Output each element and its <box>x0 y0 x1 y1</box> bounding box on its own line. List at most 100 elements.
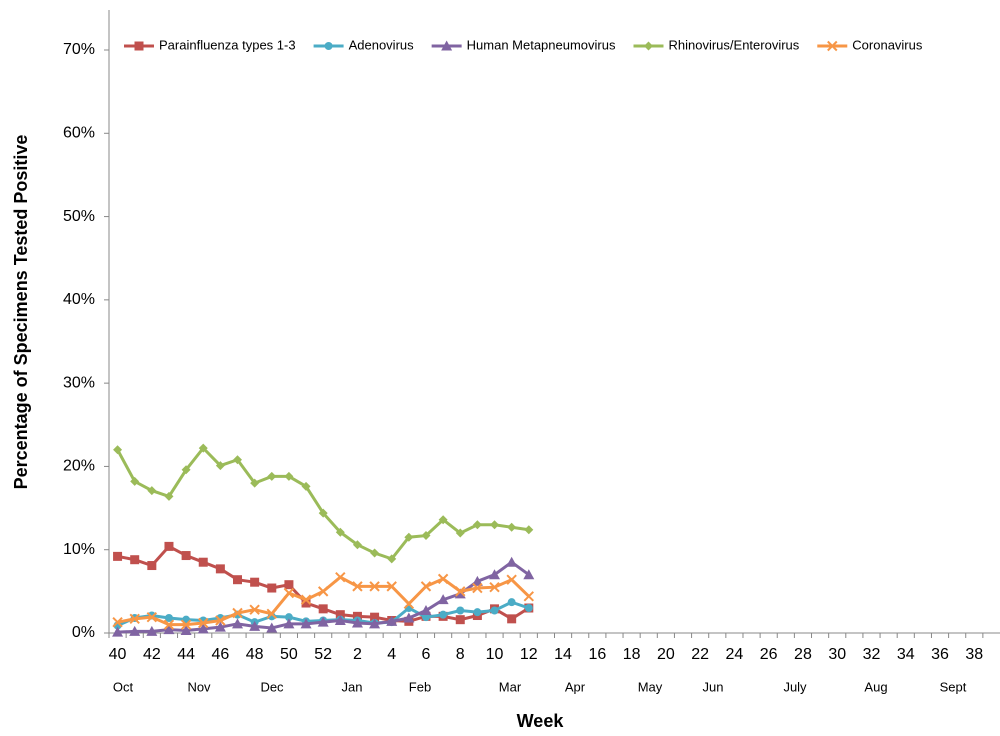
marker <box>369 581 380 592</box>
x-tick-label: 40 <box>109 646 127 663</box>
marker <box>507 614 517 624</box>
x-tick-label: 32 <box>863 646 881 663</box>
month-label: Oct <box>113 679 134 694</box>
marker <box>267 471 277 481</box>
marker <box>163 619 175 630</box>
marker <box>164 614 173 623</box>
x-tick-label: 22 <box>691 646 709 663</box>
marker <box>489 581 500 593</box>
y-tick-label: 30% <box>63 374 95 391</box>
x-tick-label: 18 <box>623 646 641 663</box>
x-tick-label: 16 <box>588 646 606 663</box>
marker <box>441 40 453 51</box>
marker <box>352 540 362 550</box>
marker <box>214 621 226 632</box>
x-tick-label: 42 <box>143 646 161 663</box>
marker <box>198 443 208 453</box>
marker <box>489 569 501 580</box>
marker <box>129 613 140 625</box>
marker <box>163 624 175 635</box>
month-label: Dec <box>260 679 284 694</box>
marker <box>233 455 243 465</box>
marker <box>112 616 123 628</box>
marker <box>232 618 244 629</box>
x-tick-label: 24 <box>726 646 744 663</box>
marker <box>335 571 346 583</box>
marker <box>421 613 430 622</box>
marker <box>507 522 517 532</box>
x-tick-label: 48 <box>246 646 264 663</box>
marker <box>335 527 345 537</box>
marker <box>524 604 533 613</box>
month-label: Mar <box>499 679 522 694</box>
marker <box>370 612 380 622</box>
marker <box>352 611 362 621</box>
series <box>113 443 534 564</box>
marker <box>403 598 415 610</box>
series <box>113 541 534 626</box>
marker <box>317 586 329 597</box>
x-tick-label: 46 <box>211 646 229 663</box>
marker <box>438 515 448 525</box>
marker <box>439 610 448 619</box>
marker <box>437 573 449 585</box>
y-tick-label: 50% <box>63 208 95 225</box>
marker <box>266 608 277 620</box>
marker <box>352 581 363 592</box>
marker <box>164 541 174 551</box>
month-label: July <box>783 679 807 694</box>
x-tick-label: 8 <box>456 646 465 663</box>
month-label: Feb <box>409 679 431 694</box>
marker <box>300 594 312 605</box>
x-tick-label: 34 <box>897 646 915 663</box>
marker <box>113 445 123 455</box>
marker <box>232 607 243 619</box>
marker <box>472 582 483 594</box>
marker <box>146 625 158 636</box>
marker <box>266 622 278 633</box>
marker <box>387 554 397 564</box>
marker <box>324 42 333 50</box>
marker <box>250 577 260 587</box>
legend-label: Parainfluenza types 1-3 <box>159 37 296 52</box>
y-tick-label: 0% <box>72 624 95 641</box>
marker <box>473 608 482 617</box>
marker <box>386 615 398 626</box>
marker <box>351 617 363 628</box>
marker <box>284 580 294 590</box>
marker <box>523 591 535 602</box>
marker <box>130 555 140 565</box>
marker <box>454 588 466 599</box>
marker <box>455 615 465 625</box>
marker <box>112 626 124 637</box>
x-tick-label: 38 <box>965 646 983 663</box>
marker <box>490 606 499 615</box>
marker <box>180 625 192 636</box>
marker <box>300 618 312 629</box>
marker <box>134 41 144 51</box>
marker <box>301 481 311 491</box>
marker <box>404 532 414 542</box>
marker <box>267 583 277 593</box>
marker <box>335 610 345 620</box>
marker <box>129 625 141 636</box>
marker <box>827 40 838 52</box>
marker <box>233 575 243 585</box>
marker <box>369 618 381 629</box>
x-tick-label: 4 <box>387 646 396 663</box>
month-label: May <box>638 679 663 694</box>
marker <box>420 605 432 616</box>
x-tick-label: 26 <box>760 646 778 663</box>
legend-label: Rhinovirus/Enterovirus <box>669 37 800 52</box>
marker <box>164 491 174 501</box>
marker <box>455 586 466 597</box>
x-axis-title: Week <box>517 711 565 731</box>
x-tick-label: 30 <box>828 646 846 663</box>
month-label: Jan <box>342 679 363 694</box>
marker <box>455 528 465 538</box>
marker <box>215 461 225 471</box>
marker <box>113 551 123 561</box>
marker <box>644 41 653 51</box>
marker <box>249 604 260 615</box>
